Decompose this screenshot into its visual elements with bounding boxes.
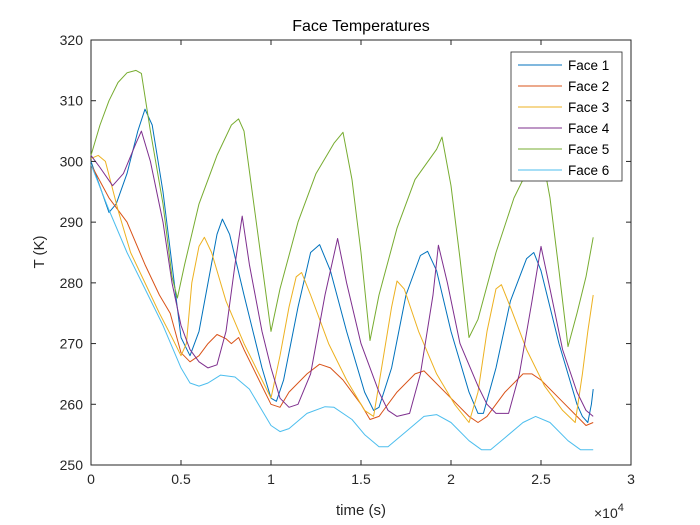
x-axis-exponent-base: ×10 xyxy=(594,505,618,521)
legend-label-face-5: Face 5 xyxy=(568,142,609,157)
legend-label-face-3: Face 3 xyxy=(568,100,609,115)
series-layer xyxy=(90,69,594,451)
x-axis-exponent-power: 4 xyxy=(618,502,624,514)
series-line-face-4 xyxy=(90,130,594,417)
x-tick-label: 0.5 xyxy=(171,471,191,487)
x-tick-label: 0 xyxy=(87,471,95,487)
y-tick-label: 300 xyxy=(60,153,84,169)
x-tick-label: 1 xyxy=(267,471,275,487)
series-line-face-6 xyxy=(90,164,594,451)
y-tick-label: 280 xyxy=(60,275,84,291)
y-tick-label: 310 xyxy=(60,93,84,109)
y-tick-label: 290 xyxy=(60,214,84,230)
x-tick-label: 2 xyxy=(447,471,455,487)
axis-ticks: 0 0.5 1 1.5 2 2.5 3 250 260 270 280 290 300 310 320 xyxy=(60,32,635,487)
x-tick-label: 3 xyxy=(627,471,635,487)
y-tick-label: 270 xyxy=(60,336,84,352)
x-axis-exponent: ×104 xyxy=(594,502,624,521)
series-line-face-5 xyxy=(90,69,594,348)
chart-title: Face Temperatures xyxy=(292,18,430,35)
legend-box xyxy=(510,51,623,182)
legend-label-face-4: Face 4 xyxy=(568,121,610,136)
legend: Face 1 Face 2 Face 3 Face 4 Face 5 Face 6 xyxy=(510,51,623,182)
series-line-face-1 xyxy=(90,108,594,423)
legend-label-face-2: Face 2 xyxy=(568,79,609,94)
x-tick-label: 1.5 xyxy=(351,471,371,487)
y-axis-title: T (K) xyxy=(31,235,48,268)
y-tick-label: 320 xyxy=(60,32,84,48)
legend-label-face-1: Face 1 xyxy=(568,58,609,73)
x-tick-label: 2.5 xyxy=(531,471,551,487)
series-line-face-2 xyxy=(90,164,594,426)
y-tick-label: 260 xyxy=(60,396,84,412)
y-tick-label: 250 xyxy=(60,457,84,473)
series-line-face-3 xyxy=(90,154,594,423)
x-axis-title: time (s) xyxy=(336,502,386,519)
legend-label-face-6: Face 6 xyxy=(568,163,609,178)
